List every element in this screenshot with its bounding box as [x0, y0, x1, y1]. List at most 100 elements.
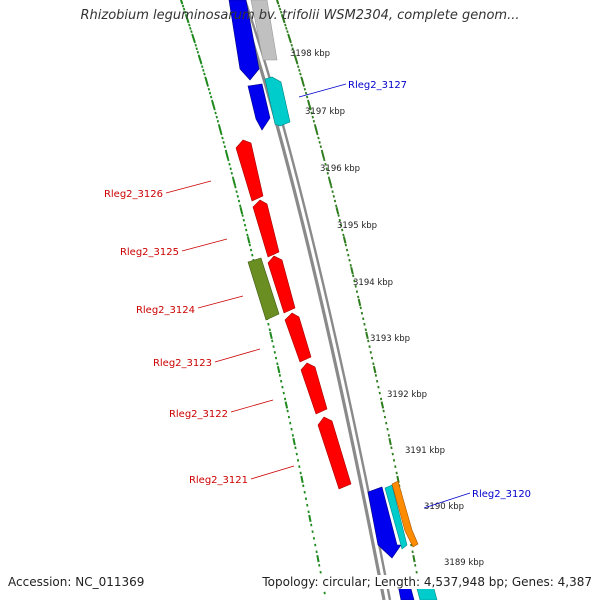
tick-minor [248, 243, 251, 247]
gene-label-rleg2-3123[interactable]: Rleg2_3123 [153, 358, 212, 369]
tick-minor [190, 30, 193, 34]
gene-feature-rleg2-3120[interactable] [391, 480, 419, 548]
gene-label-rleg2-3124[interactable]: Rleg2_3124 [136, 305, 195, 316]
tick-major [218, 125, 223, 134]
gene-label-rleg2-3125[interactable]: Rleg2_3125 [120, 247, 179, 258]
tick-minor [245, 228, 248, 232]
gene-features [228, 0, 438, 600]
tick-minor [330, 185, 333, 189]
tick-minor [290, 427, 293, 431]
tick-minor [229, 167, 232, 171]
tick-minor [202, 68, 205, 72]
gene-feature[interactable] [250, 0, 278, 61]
tick-minor [320, 149, 324, 153]
tick-minor [306, 503, 309, 507]
tick-minor [314, 543, 317, 547]
tick-minor [362, 317, 365, 321]
tick-minor [223, 145, 226, 149]
tick-minor [395, 471, 398, 475]
gene-label-rleg2-3127[interactable]: Rleg2_3127 [348, 80, 407, 91]
tick-minor [208, 91, 212, 95]
tick-minor [231, 176, 235, 180]
tick-minor [239, 204, 242, 208]
gene-feature-rleg2-3122[interactable] [300, 362, 328, 415]
tick-minor [352, 274, 355, 278]
tick-minor [414, 564, 417, 567]
tick-minor [216, 119, 220, 123]
gene-label-rleg2-3121[interactable]: Rleg2_3121 [189, 475, 248, 486]
tick-major [321, 151, 325, 160]
gene-label-rleg2-3126[interactable]: Rleg2_3126 [104, 189, 163, 200]
tick-minor [272, 345, 275, 348]
tick-minor [359, 306, 362, 310]
tick-major [380, 401, 385, 409]
gene-feature[interactable] [384, 484, 408, 550]
tick-minor [348, 258, 351, 262]
leader-line [298, 83, 347, 98]
gene-feature-rleg2-3124[interactable] [247, 257, 280, 321]
gene-feature-rleg2-3125[interactable] [252, 199, 280, 258]
tick-major [372, 365, 377, 374]
scale-label: 3190 kbp [424, 502, 464, 512]
tick-major [300, 475, 304, 484]
tick-major [198, 55, 203, 64]
tick-minor [332, 194, 335, 198]
tick-minor [295, 452, 298, 456]
tick-minor [280, 379, 283, 383]
tick-minor [312, 119, 316, 123]
gene-feature[interactable] [228, 0, 260, 81]
tick-minor [194, 43, 197, 47]
tick-minor [297, 65, 300, 69]
gene-feature-rleg2-3123[interactable] [284, 312, 312, 363]
gene-feature[interactable] [267, 255, 296, 314]
tick-minor [222, 140, 225, 144]
tick-minor [284, 23, 287, 27]
tick-minor [203, 72, 206, 76]
tick-minor [279, 10, 283, 14]
tick-minor [319, 145, 322, 149]
tick-minor [305, 95, 309, 99]
scale-label: 3194 kbp [353, 278, 393, 288]
tick-minor [289, 421, 292, 425]
tick-minor [214, 111, 217, 115]
gene-feature-rleg2-3126[interactable] [235, 139, 264, 202]
tick-minor [353, 279, 356, 283]
tick-minor [394, 465, 397, 468]
scale-label: 3196 kbp [320, 164, 360, 174]
tick-minor [382, 409, 385, 413]
tick-major [204, 77, 209, 86]
tick-major [292, 437, 296, 446]
tick-major [316, 555, 320, 563]
tick-minor [318, 564, 321, 567]
tick-minor [249, 248, 253, 252]
tick-major [328, 178, 333, 187]
leader-line [165, 180, 212, 194]
tick-major [284, 401, 289, 409]
scale-label: 3197 kbp [305, 107, 345, 117]
gene-feature-rleg2-3127[interactable] [264, 76, 291, 127]
tick-minor [298, 465, 301, 468]
tick-minor [187, 20, 190, 24]
tick-minor [209, 95, 213, 99]
tick-minor [242, 218, 245, 222]
tick-minor [355, 290, 359, 293]
gene-label-rleg2-3122[interactable]: Rleg2_3122 [169, 409, 228, 420]
tick-major [308, 514, 312, 523]
tick-minor [182, 7, 186, 11]
scale-label: 3192 kbp [387, 390, 427, 400]
tick-minor [267, 322, 270, 326]
tick-minor [377, 385, 380, 389]
tick-minor [283, 20, 286, 24]
gene-feature[interactable] [247, 83, 271, 131]
tick-minor [367, 339, 370, 343]
tick-minor [345, 248, 349, 252]
gene-label-rleg2-3120[interactable]: Rleg2_3120 [472, 489, 531, 500]
gene-feature-rleg2-3121[interactable] [317, 416, 352, 490]
tick-minor [296, 459, 300, 462]
tick-minor [181, 4, 185, 8]
tick-minor [189, 26, 192, 30]
tick-minor [206, 84, 209, 87]
scale-labels: 3198 kbp 3197 kbp 3196 kbp 3195 kbp 3194… [290, 49, 484, 568]
tick-minor [236, 194, 239, 198]
tick-minor [363, 322, 366, 326]
